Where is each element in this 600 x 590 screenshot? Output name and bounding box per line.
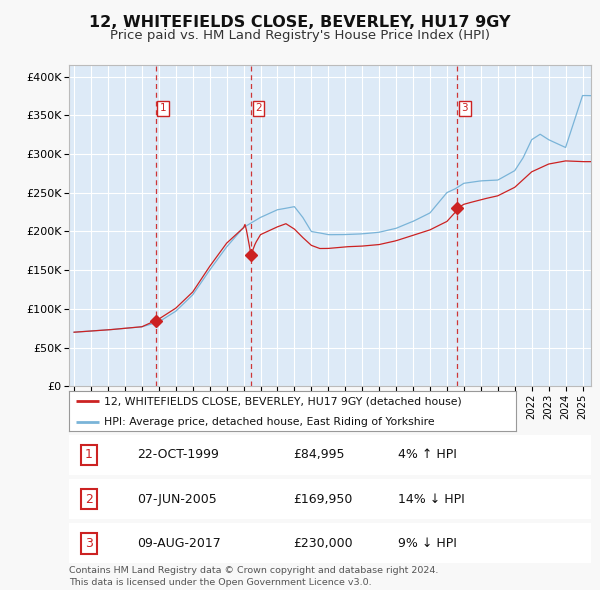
Text: 2: 2	[255, 103, 262, 113]
Text: 9% ↓ HPI: 9% ↓ HPI	[398, 537, 457, 550]
Text: HPI: Average price, detached house, East Riding of Yorkshire: HPI: Average price, detached house, East…	[104, 417, 434, 427]
Text: 2: 2	[85, 493, 93, 506]
Text: 4% ↑ HPI: 4% ↑ HPI	[398, 448, 457, 461]
Text: 22-OCT-1999: 22-OCT-1999	[137, 448, 219, 461]
Text: £84,995: £84,995	[293, 448, 345, 461]
Text: 14% ↓ HPI: 14% ↓ HPI	[398, 493, 464, 506]
Text: 07-JUN-2005: 07-JUN-2005	[137, 493, 217, 506]
Text: £169,950: £169,950	[293, 493, 353, 506]
Text: 1: 1	[160, 103, 166, 113]
Text: Price paid vs. HM Land Registry's House Price Index (HPI): Price paid vs. HM Land Registry's House …	[110, 30, 490, 42]
Text: 1: 1	[85, 448, 93, 461]
Text: Contains HM Land Registry data © Crown copyright and database right 2024.
This d: Contains HM Land Registry data © Crown c…	[69, 566, 439, 587]
Text: 3: 3	[85, 537, 93, 550]
Text: £230,000: £230,000	[293, 537, 353, 550]
Text: 12, WHITEFIELDS CLOSE, BEVERLEY, HU17 9GY (detached house): 12, WHITEFIELDS CLOSE, BEVERLEY, HU17 9G…	[104, 396, 461, 407]
Text: 3: 3	[461, 103, 468, 113]
Text: 09-AUG-2017: 09-AUG-2017	[137, 537, 221, 550]
Text: 12, WHITEFIELDS CLOSE, BEVERLEY, HU17 9GY: 12, WHITEFIELDS CLOSE, BEVERLEY, HU17 9G…	[89, 15, 511, 30]
